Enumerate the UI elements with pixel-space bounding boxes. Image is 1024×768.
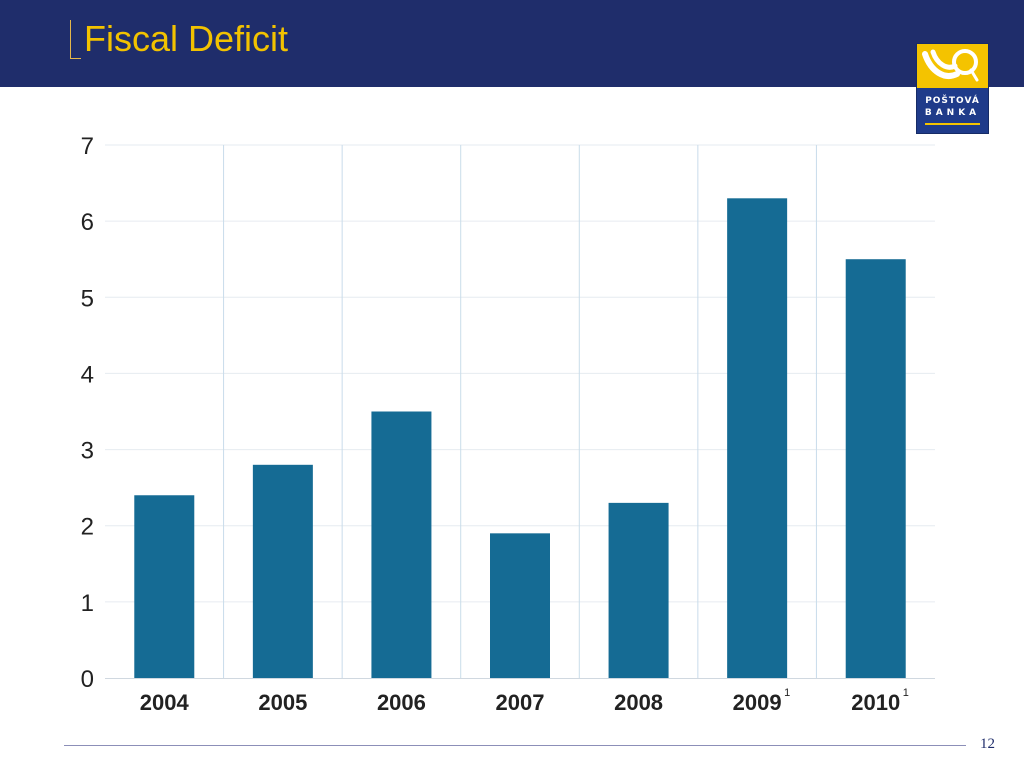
bar-2008 [608, 502, 669, 678]
y-tick-label: 2 [81, 514, 94, 541]
x-tick-label: 2009 [733, 690, 782, 715]
title-bracket-decoration [70, 20, 81, 59]
y-tick-label: 7 [81, 133, 94, 160]
postova-banka-logo: POŠTOVÁ BANKA [917, 44, 988, 133]
logo-underline [925, 123, 980, 125]
bar-2010 [845, 259, 906, 678]
bar-2006 [371, 411, 432, 678]
logo-text-line2: BANKA [924, 108, 981, 118]
logo-text-line1: POŠTOVÁ [925, 96, 980, 106]
slide-title: Fiscal Deficit [84, 18, 289, 59]
y-tick-label: 4 [81, 361, 94, 388]
y-tick-label: 3 [81, 438, 94, 465]
bar-2004 [134, 495, 195, 678]
y-tick-label: 6 [81, 209, 94, 236]
bar-2005 [252, 464, 313, 678]
x-tick-label: 2004 [140, 690, 190, 715]
bar-2009 [727, 198, 788, 679]
y-tick-label: 1 [81, 590, 94, 617]
x-tick-label: 2008 [614, 690, 663, 715]
x-tick-footnote: 1 [903, 687, 909, 699]
x-tick-label: 2010 [851, 690, 900, 715]
x-tick-footnote: 1 [784, 687, 790, 699]
y-tick-label: 0 [81, 666, 94, 693]
page-number: 12 [980, 736, 995, 752]
footer-divider [64, 745, 966, 746]
x-tick-label: 2006 [377, 690, 426, 715]
x-tick-label: 2005 [258, 690, 307, 715]
x-tick-label: 2007 [496, 690, 545, 715]
bar-2007 [490, 533, 550, 678]
posthorn-icon [922, 49, 979, 82]
logo-emblem [917, 44, 988, 88]
slide-header: Fiscal Deficit [0, 0, 1024, 87]
y-tick-label: 5 [81, 285, 94, 312]
